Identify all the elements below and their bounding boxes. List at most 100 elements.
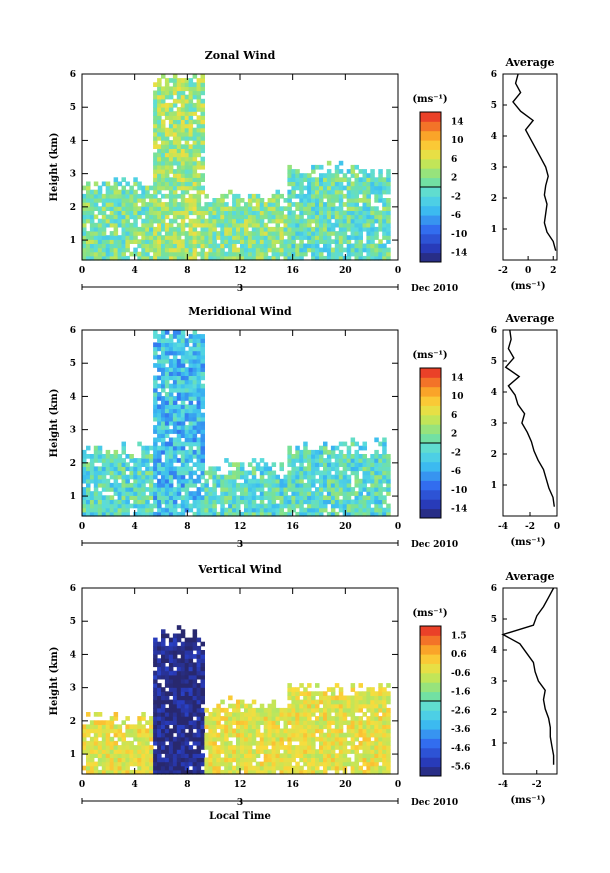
heatmap-cell	[86, 728, 91, 734]
heatmap-cell	[180, 408, 186, 414]
heatmap-cell	[161, 425, 166, 430]
heatmap-cell	[378, 699, 383, 705]
heatmap-cell	[204, 740, 209, 746]
heatmap-cell	[93, 239, 99, 244]
heatmap-cell	[172, 425, 178, 430]
heatmap-cell	[192, 712, 198, 717]
heatmap-cell	[184, 111, 190, 116]
heatmap-cell	[338, 761, 344, 767]
colorbar-segment	[420, 121, 441, 132]
heatmap-cell	[307, 462, 312, 467]
heatmap-cell	[200, 119, 205, 125]
heatmap-cell	[346, 511, 352, 517]
heatmap-cell	[232, 507, 237, 513]
colorbar-segment	[420, 672, 441, 683]
heatmap-cell	[271, 210, 277, 216]
heatmap-cell	[244, 474, 249, 480]
heatmap-cell	[303, 231, 308, 236]
heatmap-cell	[145, 449, 150, 455]
heatmap-cell	[157, 247, 162, 253]
heatmap-cell	[109, 740, 115, 746]
heatmap-cell	[358, 189, 363, 195]
heatmap-cell	[200, 720, 205, 725]
heatmap-cell	[330, 454, 336, 459]
heatmap-cell	[153, 462, 158, 467]
avg-y-tick-label: 6	[491, 326, 497, 336]
heatmap-cell	[153, 354, 158, 360]
heatmap-cell	[125, 499, 130, 505]
heatmap-cell	[374, 247, 379, 253]
heatmap-cell	[164, 239, 170, 244]
heatmap-cell	[97, 761, 103, 767]
heatmap-cell	[240, 243, 245, 249]
heatmap-cell	[275, 761, 280, 767]
heatmap-cell	[196, 703, 202, 709]
heatmap-cell	[180, 131, 186, 137]
heatmap-cell	[303, 511, 308, 517]
heatmap-cell	[224, 214, 229, 220]
heatmap-cell	[319, 695, 324, 701]
heatmap-cell	[291, 458, 296, 463]
heatmap-cell	[184, 102, 190, 108]
heatmap-cell	[326, 235, 332, 240]
heatmap-cell	[101, 482, 107, 488]
heatmap-cell	[334, 214, 340, 220]
heatmap-cell	[362, 214, 367, 220]
heatmap-cell	[251, 736, 257, 742]
heatmap-cell	[129, 185, 134, 191]
heatmap-cell	[184, 350, 190, 356]
heatmap-cell	[157, 511, 162, 517]
heatmap-cell	[259, 732, 265, 738]
heatmap-cell	[188, 470, 194, 476]
heatmap-cell	[157, 487, 162, 492]
heatmap-cell	[192, 503, 198, 509]
heatmap-cell	[370, 466, 375, 472]
heatmap-cell	[319, 458, 324, 463]
heatmap-cell	[374, 482, 379, 488]
heatmap-cell	[330, 716, 336, 721]
heatmap-cell	[232, 511, 237, 517]
heatmap-cell	[93, 198, 99, 203]
heatmap-cell	[346, 210, 352, 216]
heatmap-cell	[346, 482, 352, 488]
heatmap-cell	[157, 173, 162, 178]
heatmap-cell	[330, 745, 336, 750]
heatmap-cell	[303, 206, 308, 211]
heatmap-cell	[168, 371, 174, 376]
heatmap-cell	[145, 214, 150, 220]
heatmap-cell	[323, 745, 328, 750]
heatmap-cell	[176, 761, 182, 767]
heatmap-cell	[192, 707, 198, 713]
heatmap-cell	[192, 74, 198, 79]
heatmap-cell	[244, 724, 249, 730]
x-tick-label: 8	[184, 522, 190, 532]
heatmap-cell	[283, 474, 288, 480]
heatmap-cell	[362, 222, 367, 228]
heatmap-cell	[200, 404, 205, 410]
heatmap-cell	[244, 761, 249, 767]
heatmap-cell	[311, 164, 316, 170]
colorbar-segment	[420, 701, 441, 711]
heatmap-cell	[370, 169, 375, 174]
heatmap-cell	[212, 495, 217, 500]
heatmap-cell	[350, 728, 356, 734]
heatmap-cell	[350, 703, 356, 709]
heatmap-cell	[188, 474, 194, 480]
heatmap-cell	[307, 495, 312, 500]
heatmap-cell	[354, 454, 359, 459]
heatmap-cell	[172, 695, 178, 701]
heatmap-cell	[263, 753, 269, 758]
heatmap-cell	[184, 144, 190, 149]
heatmap-cell	[184, 478, 190, 484]
heatmap-cell	[295, 695, 300, 701]
heatmap-cell	[141, 507, 146, 513]
heatmap-cell	[255, 243, 261, 249]
heatmap-cell	[346, 189, 352, 195]
heatmap-cell	[271, 255, 277, 261]
heatmap-cell	[153, 740, 158, 746]
heatmap-cell	[133, 226, 138, 232]
heatmap-cell	[176, 658, 182, 663]
heatmap-cell	[153, 503, 158, 509]
heatmap-cell	[192, 354, 198, 360]
heatmap-cell	[346, 487, 352, 492]
